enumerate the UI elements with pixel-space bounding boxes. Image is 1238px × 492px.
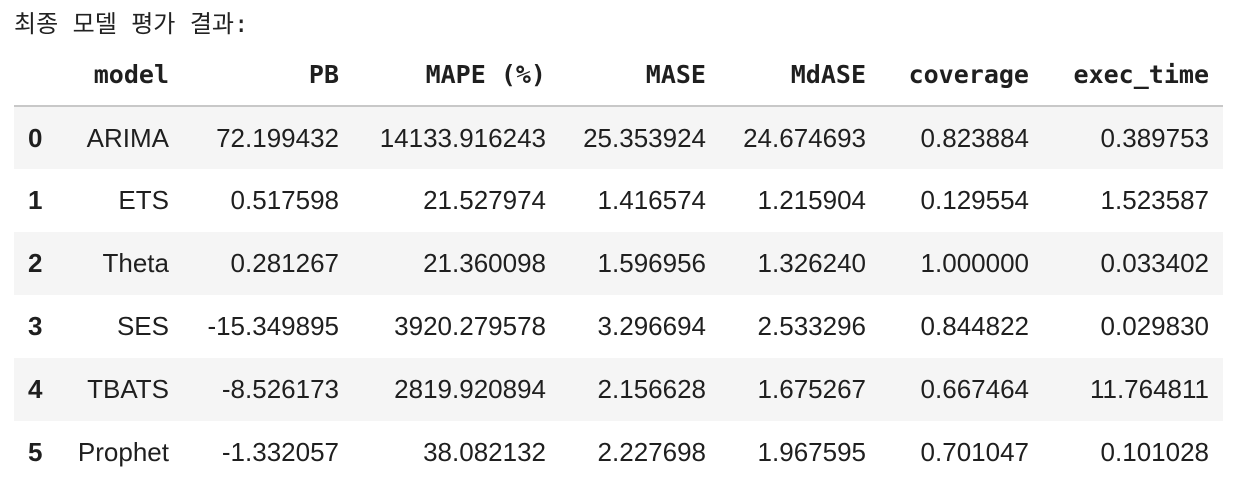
cell-mase: 1.416574 bbox=[560, 169, 720, 232]
column-header-mdase: MdASE bbox=[720, 44, 880, 106]
cell-model: ARIMA bbox=[58, 106, 183, 169]
cell-coverage: 1.000000 bbox=[880, 232, 1043, 295]
cell-model: ETS bbox=[58, 169, 183, 232]
cell-mdase: 2.533296 bbox=[720, 295, 880, 358]
row-index: 4 bbox=[14, 358, 58, 421]
cell-pb: -8.526173 bbox=[183, 358, 353, 421]
cell-mase: 2.227698 bbox=[560, 421, 720, 484]
table-row: 0 ARIMA 72.199432 14133.916243 25.353924… bbox=[14, 106, 1223, 169]
index-header bbox=[14, 44, 58, 106]
cell-model: SES bbox=[58, 295, 183, 358]
cell-mdase: 1.326240 bbox=[720, 232, 880, 295]
column-header-mase: MASE bbox=[560, 44, 720, 106]
row-index: 0 bbox=[14, 106, 58, 169]
evaluation-dataframe: model PB MAPE (%) MASE MdASE coverage ex… bbox=[14, 44, 1223, 484]
cell-coverage: 0.129554 bbox=[880, 169, 1043, 232]
cell-pb: -15.349895 bbox=[183, 295, 353, 358]
cell-mdase: 24.674693 bbox=[720, 106, 880, 169]
cell-mdase: 1.675267 bbox=[720, 358, 880, 421]
column-header-pb: PB bbox=[183, 44, 353, 106]
column-header-exec-time: exec_time bbox=[1043, 44, 1223, 106]
cell-pb: -1.332057 bbox=[183, 421, 353, 484]
header-row: model PB MAPE (%) MASE MdASE coverage ex… bbox=[14, 44, 1223, 106]
row-index: 3 bbox=[14, 295, 58, 358]
row-index: 1 bbox=[14, 169, 58, 232]
cell-exec-time: 0.033402 bbox=[1043, 232, 1223, 295]
table-row: 4 TBATS -8.526173 2819.920894 2.156628 1… bbox=[14, 358, 1223, 421]
cell-exec-time: 0.101028 bbox=[1043, 421, 1223, 484]
cell-pb: 0.517598 bbox=[183, 169, 353, 232]
cell-mape: 2819.920894 bbox=[353, 358, 560, 421]
table-row: 2 Theta 0.281267 21.360098 1.596956 1.32… bbox=[14, 232, 1223, 295]
table-row: 1 ETS 0.517598 21.527974 1.416574 1.2159… bbox=[14, 169, 1223, 232]
column-header-mape: MAPE (%) bbox=[353, 44, 560, 106]
cell-mase: 25.353924 bbox=[560, 106, 720, 169]
cell-exec-time: 1.523587 bbox=[1043, 169, 1223, 232]
cell-mape: 21.360098 bbox=[353, 232, 560, 295]
column-header-model: model bbox=[58, 44, 183, 106]
cell-mdase: 1.967595 bbox=[720, 421, 880, 484]
cell-mase: 3.296694 bbox=[560, 295, 720, 358]
cell-mdase: 1.215904 bbox=[720, 169, 880, 232]
cell-coverage: 0.823884 bbox=[880, 106, 1043, 169]
cell-mape: 14133.916243 bbox=[353, 106, 560, 169]
table-row: 5 Prophet -1.332057 38.082132 2.227698 1… bbox=[14, 421, 1223, 484]
cell-mape: 21.527974 bbox=[353, 169, 560, 232]
cell-mape: 3920.279578 bbox=[353, 295, 560, 358]
cell-exec-time: 0.029830 bbox=[1043, 295, 1223, 358]
cell-mase: 2.156628 bbox=[560, 358, 720, 421]
table-row: 3 SES -15.349895 3920.279578 3.296694 2.… bbox=[14, 295, 1223, 358]
cell-exec-time: 0.389753 bbox=[1043, 106, 1223, 169]
row-index: 5 bbox=[14, 421, 58, 484]
column-header-coverage: coverage bbox=[880, 44, 1043, 106]
cell-exec-time: 11.764811 bbox=[1043, 358, 1223, 421]
cell-coverage: 0.701047 bbox=[880, 421, 1043, 484]
cell-coverage: 0.844822 bbox=[880, 295, 1043, 358]
cell-pb: 72.199432 bbox=[183, 106, 353, 169]
cell-mape: 38.082132 bbox=[353, 421, 560, 484]
cell-model: TBATS bbox=[58, 358, 183, 421]
output-caption: 최종 모델 평가 결과: bbox=[14, 6, 248, 42]
cell-coverage: 0.667464 bbox=[880, 358, 1043, 421]
cell-mase: 1.596956 bbox=[560, 232, 720, 295]
cell-model: Prophet bbox=[58, 421, 183, 484]
cell-model: Theta bbox=[58, 232, 183, 295]
row-index: 2 bbox=[14, 232, 58, 295]
cell-pb: 0.281267 bbox=[183, 232, 353, 295]
